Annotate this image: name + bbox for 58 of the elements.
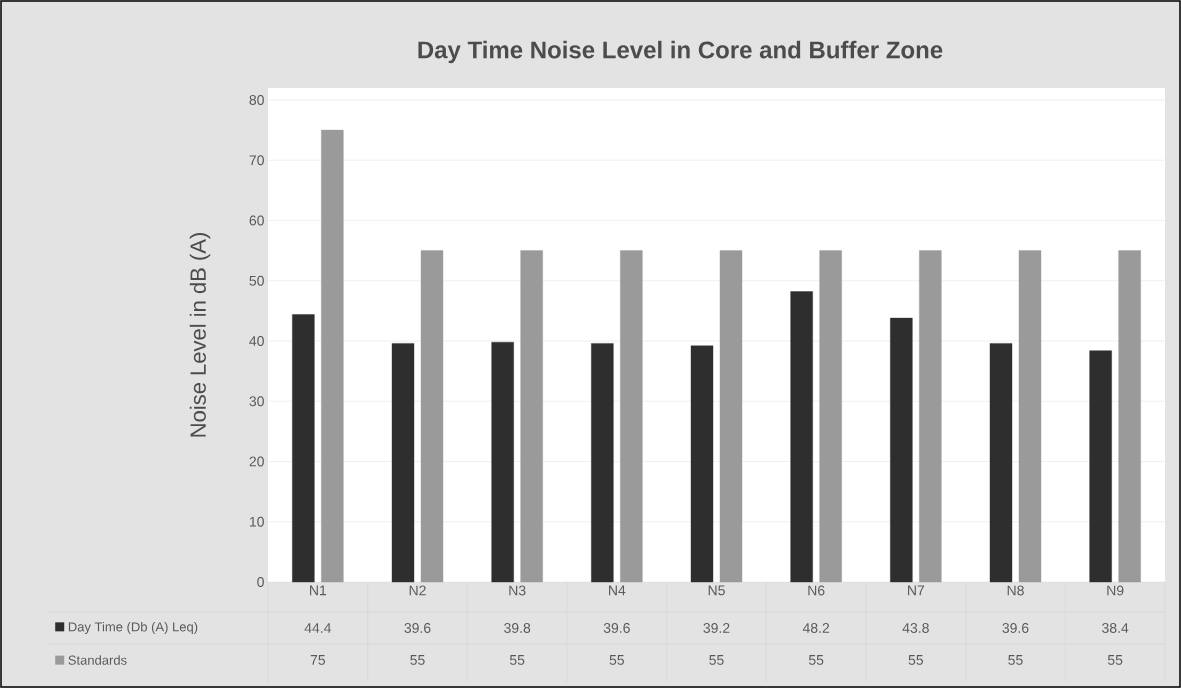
x-tick-label: N1 [310,585,327,596]
bar [520,250,543,583]
bar [292,314,315,583]
data-label: 48.2 [802,623,830,633]
x-tick-label: N4 [609,585,626,596]
bar [591,343,614,583]
data-label: 39.6 [404,623,431,633]
data-label: 55 [1008,655,1023,665]
bar [1089,350,1112,583]
data-label: 55 [709,655,724,665]
bar [890,317,913,583]
legend-label: Standards [68,655,127,665]
y-axis-title: Noise Level in dB (A) [189,233,211,437]
bar [690,345,714,583]
x-tick-label: N2 [409,585,426,596]
data-label: 55 [410,655,425,665]
data-label: 55 [609,655,625,665]
y-tick-label: 10 [249,516,264,527]
chart-title: Day Time Noise Level in Core and Buffer Zone [418,40,943,64]
y-tick-label: 0 [257,577,264,587]
bar [919,250,942,583]
bar [790,291,813,583]
x-tick-label: N3 [509,585,526,596]
x-tick-label: N5 [708,585,725,596]
data-label: 39.2 [703,623,730,633]
data-label: 55 [908,655,924,665]
data-label: 39.8 [504,623,531,633]
data-label: 43.8 [902,623,929,633]
x-tick-label: N8 [1007,585,1024,596]
data-label: 39.6 [1002,623,1029,633]
y-tick-label: 40 [249,336,264,346]
data-label: 38.4 [1102,623,1129,633]
x-tick-label: N9 [1107,585,1124,596]
legend-label: Day Time (Db (A) Leq) [68,621,198,635]
y-tick-label: 70 [249,155,264,166]
data-label: 44.4 [304,623,332,633]
data-label: 55 [509,655,525,665]
bar [1118,250,1141,583]
x-tick-label: N6 [808,585,825,596]
y-tick-label: 60 [249,215,264,226]
y-tick-label: 30 [249,396,264,407]
y-tick-label: 20 [249,456,264,467]
bar [491,342,514,583]
data-label: 55 [1107,655,1123,665]
data-label: 55 [808,655,824,665]
bar [620,250,643,583]
bar [719,250,743,583]
bar [321,129,344,583]
y-tick-label: 80 [249,95,264,105]
y-tick-label: 50 [249,275,264,286]
data-label: 39.6 [603,623,630,633]
bar [420,250,444,583]
bar [391,343,415,583]
bar [989,343,1013,583]
bar [819,250,842,583]
data-label: 75 [310,655,326,665]
x-tick-label: N7 [908,585,925,596]
bar [1018,250,1042,583]
